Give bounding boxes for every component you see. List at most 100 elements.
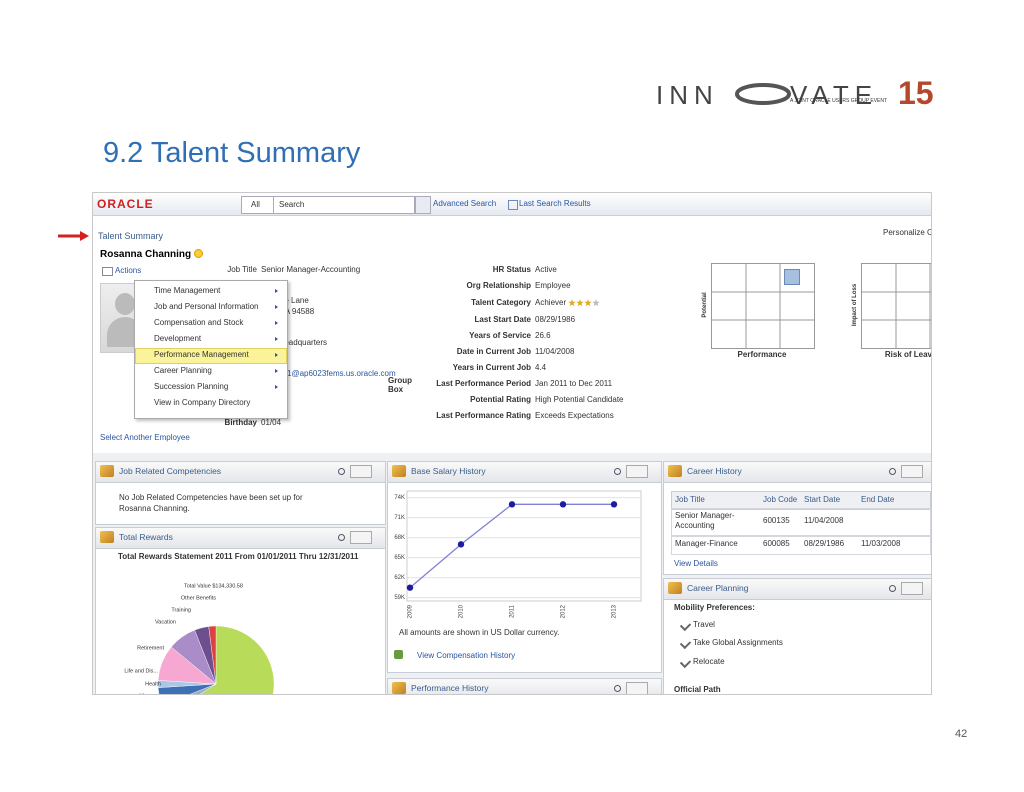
competencies-panel-header	[95, 461, 386, 483]
submenu-arrow	[275, 337, 278, 341]
pie-total: Total Value $134,330.58	[184, 583, 243, 589]
view-details[interactable]: View Details	[674, 559, 718, 568]
salary-note: All amounts are shown in US Dollar curre…	[399, 628, 560, 637]
table-row	[671, 508, 931, 537]
field-value: 26.6	[535, 331, 551, 340]
table-cell: 11/03/2008	[861, 539, 901, 548]
nine-box-x-label: Risk of Leavin	[884, 350, 932, 359]
plot-area	[406, 490, 642, 602]
gear-icon	[194, 249, 203, 258]
table-cell: 600135	[763, 516, 790, 525]
compensation-history-link[interactable]: View Compensation History	[417, 651, 516, 660]
options-button	[626, 682, 648, 694]
table-cell: Manager-Finance	[675, 539, 738, 548]
field-value: Jan 2011 to Dec 2011	[535, 379, 613, 388]
career-planning-panel-header	[663, 578, 931, 600]
panel-title: Job Related Competencies	[119, 466, 222, 476]
options-button	[350, 465, 372, 478]
star	[568, 299, 576, 307]
refresh-icon	[889, 585, 896, 592]
table-cell: 600085	[763, 539, 790, 548]
panel-icon	[668, 465, 682, 477]
menu-item[interactable]: Career Planning	[154, 366, 212, 375]
brand: ORACLE	[97, 197, 154, 211]
logo-number: 15	[898, 75, 934, 111]
pie-slice	[208, 625, 217, 685]
menu-highlight	[135, 348, 287, 364]
refresh-icon	[338, 534, 345, 541]
menu-item[interactable]: View in Company Directory	[154, 398, 251, 407]
submenu-arrow	[275, 321, 278, 325]
page-number: 42	[955, 728, 968, 740]
refresh-icon	[338, 468, 345, 475]
table-cell: Senior Manager-Accounting	[675, 511, 735, 530]
menu-item[interactable]: Development	[154, 334, 202, 343]
point	[559, 501, 567, 508]
performance-panel-header	[387, 678, 662, 694]
y-tick-label: 68K	[394, 535, 405, 541]
field-value: 01/04	[261, 418, 282, 427]
table-cell: 08/29/1986	[804, 539, 845, 548]
mobility-preference: Take Global Assignments	[693, 638, 783, 647]
x-tick-label: 2013	[612, 604, 618, 618]
field-value: 4.4	[535, 363, 547, 372]
y-tick-label: 59K	[394, 595, 405, 601]
options-button	[626, 465, 648, 478]
field-label: Last Performance Period	[436, 379, 531, 388]
column-header: Job Title	[675, 495, 705, 504]
panel-title: Base Salary History	[411, 466, 486, 476]
mobility-preference: Travel	[693, 620, 715, 629]
refresh-icon	[614, 468, 621, 475]
menu-item[interactable]: Job and Personal Information	[154, 302, 259, 311]
field-value: Employee	[535, 281, 571, 290]
star	[584, 299, 592, 307]
panel-icon	[100, 465, 114, 477]
field-label: Org Relationship	[466, 281, 531, 290]
salary-panel-header	[387, 461, 662, 483]
field-label: Talent Category	[471, 298, 531, 307]
table-head	[671, 491, 931, 510]
field-label: Years in Current Job	[452, 363, 531, 372]
logo-o	[735, 83, 791, 105]
panel-title: Career Planning	[687, 583, 749, 593]
field-label: HR Status	[492, 265, 531, 274]
menu-item[interactable]: Performance Management	[154, 350, 249, 359]
submenu-arrow	[275, 289, 278, 293]
mobility-label: Mobility Preferences:	[674, 603, 755, 612]
x-tick-label: 2011	[510, 604, 516, 618]
personalize[interactable]: Personalize C	[883, 228, 932, 237]
field-label: Job Title	[227, 265, 257, 274]
group-box: Group Box	[388, 376, 412, 394]
star	[576, 299, 584, 307]
career-history-panel-header	[663, 461, 931, 483]
photo-head	[115, 293, 135, 315]
rating-stars	[568, 299, 600, 307]
menu-item[interactable]: Time Management	[154, 286, 221, 295]
search-input[interactable]: Search	[279, 200, 305, 209]
pie-label: Training	[171, 607, 191, 613]
submenu-arrow	[275, 369, 278, 373]
table-row	[671, 535, 931, 555]
official-path: Official Path	[674, 685, 721, 694]
last-search-results[interactable]: Last Search Results	[519, 199, 591, 208]
advanced-search[interactable]: Advanced Search	[433, 199, 497, 208]
pie-label: Retirement	[137, 645, 164, 651]
slide-title: 9.2 Talent Summary	[103, 137, 361, 169]
history-icon	[394, 650, 403, 659]
y-tick-label: 71K	[394, 515, 405, 521]
column-header: Start Date	[804, 495, 841, 504]
select-another-employee[interactable]: Select Another Employee	[100, 433, 190, 442]
pie-label: Vacation	[155, 619, 176, 625]
pie-slice	[199, 625, 275, 694]
competencies-message: No Job Related Competencies have been se…	[119, 493, 303, 513]
logo-left: INN	[656, 80, 719, 110]
nine-box	[861, 263, 931, 349]
x-tick-label: 2009	[408, 604, 414, 618]
search-scope[interactable]: All	[251, 200, 260, 209]
menu-item[interactable]: Succession Planning	[154, 382, 229, 391]
actions[interactable]: Actions	[115, 266, 142, 275]
menu-item[interactable]: Compensation and Stock	[154, 318, 244, 327]
field-value: High Potential Candidate	[535, 395, 624, 404]
pie-label: Other Benefits	[181, 595, 216, 601]
